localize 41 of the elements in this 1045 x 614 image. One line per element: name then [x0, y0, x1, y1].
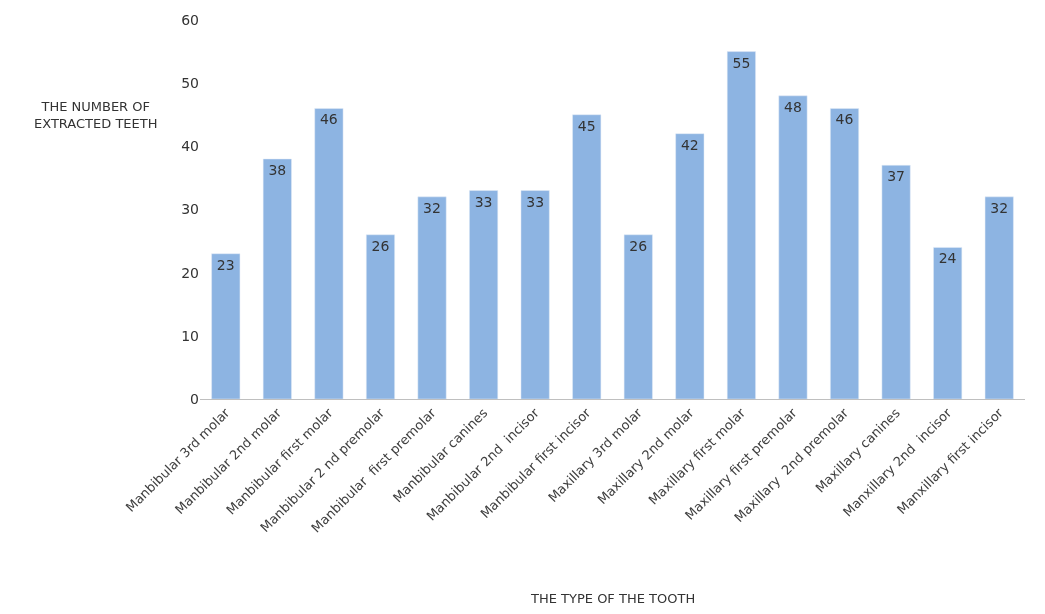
bar — [881, 165, 911, 399]
bar — [211, 253, 241, 399]
y-tick-label: 40 — [181, 138, 199, 155]
data-label: 32 — [423, 199, 441, 216]
data-label: 46 — [319, 111, 338, 128]
data-label: 33 — [474, 193, 493, 210]
data-label: 23 — [216, 256, 235, 273]
data-label: 55 — [732, 54, 751, 71]
data-label: 26 — [371, 237, 390, 254]
data-label: 46 — [835, 111, 854, 128]
y-tick-label: 0 — [190, 390, 199, 407]
y-tick-label: 20 — [181, 264, 199, 281]
bar — [675, 133, 705, 399]
bar — [830, 108, 859, 399]
bar — [984, 196, 1014, 399]
y-tick-label: 60 — [181, 11, 199, 28]
data-label: 38 — [268, 161, 287, 178]
data-label: 48 — [784, 98, 802, 115]
data-label: 32 — [990, 199, 1009, 216]
bar — [469, 190, 499, 399]
bar — [520, 190, 550, 399]
bar — [417, 196, 447, 399]
y-axis-title: THE NUMBER OF EXTRACTED TEETH — [34, 99, 158, 131]
y-tick-label: 10 — [181, 327, 199, 344]
bar — [262, 158, 292, 399]
data-label: 24 — [938, 250, 957, 267]
bar — [314, 108, 344, 399]
bar — [726, 51, 756, 399]
data-label: 33 — [526, 193, 545, 210]
bar — [623, 234, 653, 399]
bar — [572, 114, 602, 399]
data-label: 45 — [577, 117, 596, 134]
x-axis-title: THE TYPE OF THE TOOTH — [530, 591, 696, 606]
bar — [933, 247, 963, 399]
bar — [366, 234, 395, 399]
data-label: 42 — [680, 136, 699, 153]
data-label: 26 — [629, 237, 648, 254]
data-label: 37 — [887, 168, 905, 185]
y-tick-label: 50 — [181, 75, 199, 92]
bar — [778, 95, 808, 399]
y-tick-label: 30 — [181, 201, 199, 218]
